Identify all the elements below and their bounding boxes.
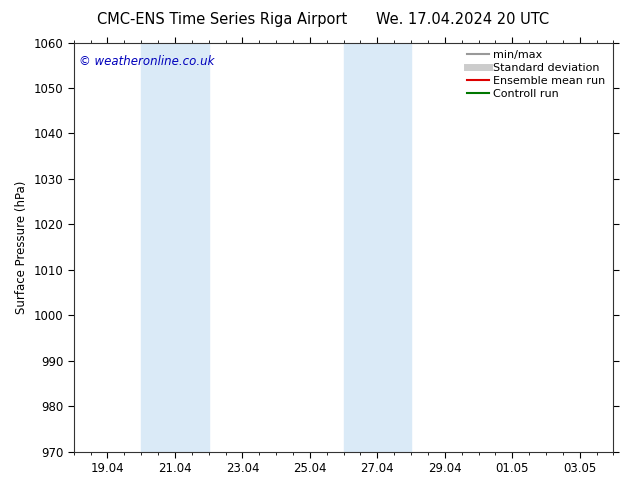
Text: © weatheronline.co.uk: © weatheronline.co.uk [79,55,214,68]
Y-axis label: Surface Pressure (hPa): Surface Pressure (hPa) [15,180,28,314]
Bar [141,43,209,452]
Text: We. 17.04.2024 20 UTC: We. 17.04.2024 20 UTC [376,12,550,27]
Bar [344,43,411,452]
Text: CMC-ENS Time Series Riga Airport: CMC-ENS Time Series Riga Airport [97,12,347,27]
Legend: min/max, Standard deviation, Ensemble mean run, Controll run: min/max, Standard deviation, Ensemble me… [465,48,608,101]
